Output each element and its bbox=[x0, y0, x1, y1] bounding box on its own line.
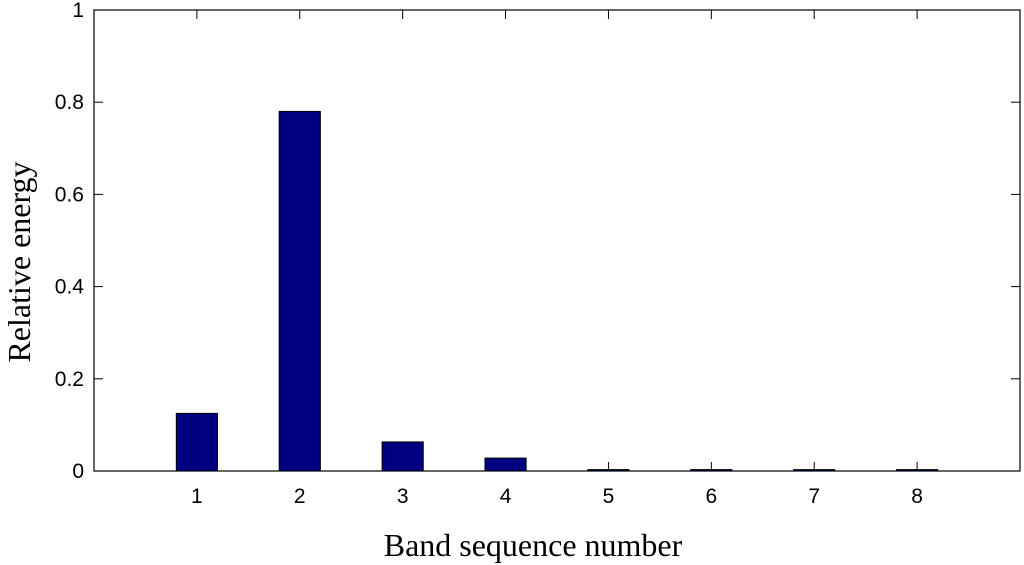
bar bbox=[587, 469, 630, 472]
y-tick-label: 0 bbox=[72, 460, 84, 483]
x-tick-label: 3 bbox=[397, 485, 409, 508]
y-axis-label: Relative energy bbox=[1, 161, 37, 362]
x-tick-label: 5 bbox=[603, 485, 615, 508]
bar bbox=[896, 469, 939, 472]
plot-frame bbox=[93, 9, 1021, 472]
bar bbox=[793, 469, 836, 472]
x-axis-label: Band sequence number bbox=[384, 527, 683, 563]
y-tick-label: 0.2 bbox=[55, 368, 84, 391]
x-tick-label: 4 bbox=[500, 485, 512, 508]
y-tick-label: 0.8 bbox=[55, 91, 84, 114]
y-tick-label: 1 bbox=[72, 0, 84, 22]
bar bbox=[175, 412, 218, 472]
x-tick-label: 2 bbox=[294, 485, 306, 508]
x-tick-label: 6 bbox=[705, 485, 717, 508]
bar bbox=[484, 457, 527, 472]
bar bbox=[690, 469, 733, 472]
x-tick-label: 8 bbox=[911, 485, 923, 508]
x-tick-label: 1 bbox=[191, 485, 203, 508]
y-tick-label: 0.4 bbox=[55, 276, 85, 299]
x-tick-label: 7 bbox=[808, 485, 820, 508]
bar bbox=[381, 441, 424, 472]
y-tick-label: 0.6 bbox=[55, 183, 84, 206]
bar bbox=[278, 110, 321, 472]
